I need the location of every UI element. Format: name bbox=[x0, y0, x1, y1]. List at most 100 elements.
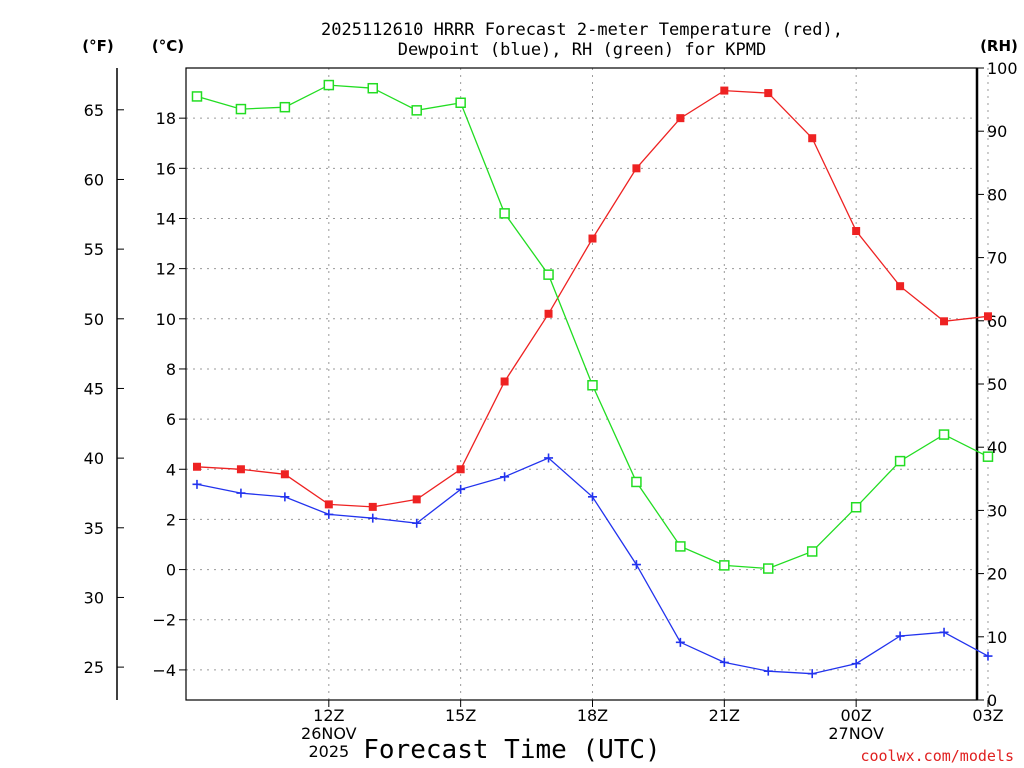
rh-tick-label: 90 bbox=[987, 122, 1007, 141]
series-filled-square bbox=[192, 86, 992, 511]
fahrenheit-unit-label: (°F) bbox=[82, 37, 113, 55]
dewpoint-point bbox=[983, 651, 993, 661]
gridlines bbox=[186, 68, 989, 700]
rh-tick-label: 10 bbox=[987, 628, 1007, 647]
x-tick-label: 26NOV bbox=[301, 724, 357, 743]
chart-title-line2: Dewpoint (blue), RH (green) for KPMD bbox=[398, 40, 766, 60]
x-tick-label: 21Z bbox=[709, 706, 740, 725]
dewpoint-point bbox=[587, 492, 597, 502]
celsius-tick-label: 16 bbox=[156, 159, 176, 178]
dewpoint-point bbox=[368, 513, 378, 523]
x-tick-label: 15Z bbox=[445, 706, 476, 725]
rh-point bbox=[323, 79, 335, 91]
x-tick-label: 2025 bbox=[308, 742, 349, 761]
dewpoint-point bbox=[500, 472, 510, 482]
fahrenheit-tick-label: 40 bbox=[84, 449, 104, 468]
rh-point bbox=[367, 82, 379, 94]
celsius-tick-label: −4 bbox=[152, 661, 176, 680]
dewpoint-point bbox=[324, 509, 334, 519]
series bbox=[191, 79, 994, 679]
temperature-point bbox=[544, 309, 553, 318]
rh-point bbox=[279, 101, 291, 113]
rh-point bbox=[411, 105, 422, 116]
chart-title-line1: 2025112610 HRRR Forecast 2-meter Tempera… bbox=[321, 20, 843, 40]
x-axis-label: Forecast Time (UTC) bbox=[363, 735, 660, 765]
temperature-point bbox=[896, 282, 905, 291]
celsius-tick-label: 12 bbox=[156, 260, 176, 279]
rh-point bbox=[587, 380, 598, 391]
fahrenheit-tick-label: 25 bbox=[84, 658, 104, 677]
temperature-point bbox=[632, 164, 641, 173]
dewpoint-point bbox=[412, 518, 422, 528]
fahrenheit-tick-label: 55 bbox=[84, 240, 104, 259]
x-tick-label: 27NOV bbox=[828, 724, 884, 743]
fahrenheit-tick-label: 50 bbox=[84, 310, 104, 329]
celsius-tick-label: 10 bbox=[156, 310, 176, 329]
temperature-point bbox=[456, 465, 465, 474]
dewpoint-point bbox=[719, 657, 729, 667]
rh-tick-label: 100 bbox=[987, 59, 1018, 78]
celsius-tick-label: 8 bbox=[166, 360, 176, 379]
rh-point bbox=[982, 451, 994, 462]
dewpoint-point bbox=[807, 669, 817, 679]
dewpoint-point bbox=[192, 479, 202, 489]
temperature-point bbox=[808, 134, 817, 143]
temperature-point bbox=[983, 312, 992, 321]
temperature-point bbox=[764, 89, 773, 98]
fahrenheit-tick-label: 45 bbox=[84, 379, 104, 398]
axes: −4 −2 0 2 4 6 8 10 12 14 16 18 25 30 35 40 45 50 55 60 65 0 10… bbox=[84, 59, 1018, 761]
temperature-point bbox=[192, 462, 201, 471]
series-open-square bbox=[191, 79, 994, 574]
celsius-tick-label: 2 bbox=[166, 510, 176, 529]
rh-tick-label: 0 bbox=[987, 691, 997, 710]
temperature-point bbox=[236, 465, 245, 474]
rh-tick-label: 50 bbox=[987, 375, 1007, 394]
dewpoint-point bbox=[544, 453, 554, 463]
dewpoint-point bbox=[939, 627, 949, 637]
celsius-tick-label: 14 bbox=[156, 209, 176, 228]
rh-point bbox=[894, 455, 906, 467]
dewpoint-point bbox=[280, 492, 290, 502]
plot-frame bbox=[185, 67, 978, 701]
fahrenheit-tick-label: 65 bbox=[84, 101, 104, 120]
temperature-point bbox=[324, 500, 333, 509]
rh-tick-label: 60 bbox=[987, 312, 1007, 331]
credit-text: coolwx.com/models bbox=[860, 747, 1014, 765]
dewpoint-point bbox=[236, 488, 246, 498]
rh-point bbox=[499, 208, 510, 219]
celsius-tick-label: 0 bbox=[166, 561, 176, 580]
temperature-point bbox=[676, 114, 685, 123]
x-tick-label: 00Z bbox=[840, 706, 871, 725]
celsius-tick-label: 6 bbox=[166, 410, 176, 429]
x-tick-label: 18Z bbox=[577, 706, 608, 725]
series-plus bbox=[192, 453, 993, 679]
dewpoint-point bbox=[763, 666, 773, 676]
temperature-point bbox=[940, 317, 949, 326]
rh-point bbox=[191, 91, 203, 102]
rh-tick-label: 30 bbox=[987, 501, 1007, 520]
temperature-point bbox=[588, 234, 597, 243]
temperature-point bbox=[280, 470, 289, 479]
fahrenheit-tick-label: 60 bbox=[84, 170, 104, 189]
rh-unit-label: (RH) bbox=[980, 37, 1018, 55]
dewpoint-point bbox=[851, 659, 861, 669]
x-tick-label: 03Z bbox=[972, 706, 1003, 725]
temperature-point bbox=[412, 495, 421, 504]
dewpoint-point bbox=[895, 631, 905, 641]
rh-tick-label: 70 bbox=[987, 249, 1007, 268]
temperature-point bbox=[852, 227, 861, 236]
celsius-unit-label: (°C) bbox=[152, 37, 184, 55]
fahrenheit-tick-label: 35 bbox=[84, 519, 104, 538]
rh-point bbox=[850, 501, 862, 513]
rh-point bbox=[631, 476, 642, 488]
rh-point bbox=[719, 560, 730, 571]
rh-point bbox=[675, 541, 686, 552]
fahrenheit-tick-label: 30 bbox=[84, 588, 104, 607]
rh-tick-label: 20 bbox=[987, 565, 1007, 584]
dewpoint-point bbox=[631, 560, 641, 570]
celsius-tick-label: 18 bbox=[156, 109, 176, 128]
rh-tick-label: 80 bbox=[987, 185, 1007, 204]
rh-point bbox=[938, 429, 950, 440]
rh-point bbox=[235, 103, 247, 115]
